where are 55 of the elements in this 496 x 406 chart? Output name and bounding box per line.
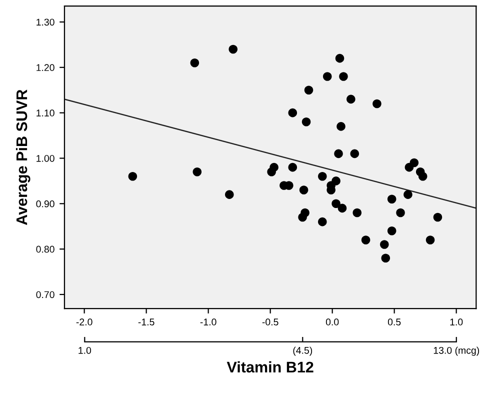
- point: [372, 99, 382, 108]
- x-axis-title: Vitamin B12: [226, 361, 314, 373]
- point: [128, 172, 138, 181]
- x-tick-label: 0.0: [326, 318, 339, 326]
- x2-tick-label: 13.0 (mcg): [434, 346, 480, 356]
- x2-tick-label: (4.5): [293, 346, 312, 356]
- point: [298, 212, 307, 222]
- point: [318, 172, 327, 181]
- point: [302, 118, 311, 126]
- point: [350, 149, 360, 158]
- point: [332, 199, 340, 208]
- point: [381, 254, 390, 263]
- point: [318, 217, 327, 226]
- point: [410, 158, 419, 168]
- x-tick-label: 1.0: [450, 318, 463, 326]
- point: [338, 204, 347, 213]
- point: [228, 44, 238, 54]
- y-axis-title: Average PiB SUVR: [16, 90, 30, 226]
- x-tick-label: -2.0: [76, 318, 92, 326]
- y-tick-label: 1.30: [36, 18, 54, 26]
- point: [426, 236, 435, 244]
- point: [192, 167, 202, 176]
- point: [304, 86, 314, 94]
- x-tick-label: -1.5: [138, 318, 154, 326]
- point: [380, 240, 389, 249]
- point: [335, 54, 344, 63]
- point: [352, 208, 362, 218]
- point: [387, 194, 396, 204]
- point: [288, 108, 298, 118]
- y-tick-label: 1.20: [36, 64, 54, 72]
- point: [322, 72, 332, 81]
- y-tick-label: 1.10: [36, 110, 54, 116]
- point: [288, 162, 298, 172]
- point: [270, 162, 278, 172]
- point: [433, 212, 442, 222]
- x-tick-label: -1.0: [200, 318, 216, 326]
- point: [334, 149, 343, 158]
- y-tick-label: 1.00: [36, 154, 54, 162]
- x-tick-label: 0.5: [388, 318, 401, 326]
- point: [396, 208, 405, 218]
- y-tick-label: 0.90: [36, 200, 54, 208]
- y-tick-label: 0.70: [36, 291, 54, 298]
- x2-tick-label: 1.0: [78, 346, 92, 354]
- point: [299, 186, 308, 194]
- y-tick-label: 0.80: [36, 246, 54, 253]
- point: [336, 122, 346, 131]
- point: [190, 58, 200, 68]
- point: [404, 190, 412, 199]
- point: [225, 190, 234, 199]
- point: [361, 236, 370, 244]
- point: [339, 72, 348, 81]
- point: [346, 94, 356, 104]
- point: [418, 172, 428, 181]
- point: [387, 226, 396, 236]
- x-tick-label: -0.5: [262, 318, 278, 326]
